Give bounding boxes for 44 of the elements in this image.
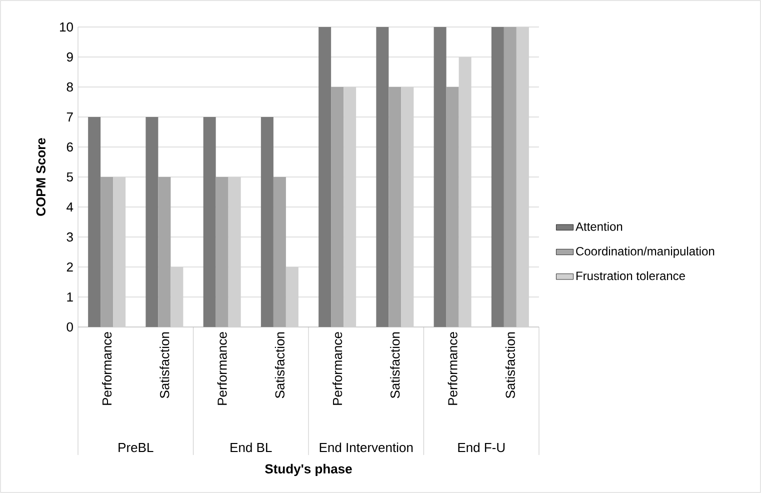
text: End BL (230, 442, 272, 452)
bar (146, 116, 158, 327)
text: End F-U (458, 442, 505, 452)
x-tick-label: Satisfaction (160, 332, 170, 398)
x-tick-label: Performance (448, 332, 458, 405)
y-tick-label: 4 (66, 202, 74, 212)
x-tick-label: Performance (217, 332, 227, 405)
y-tick-label: 3 (66, 232, 73, 242)
y-tick-label: 8 (66, 82, 73, 92)
y-tick-label: 5 (66, 172, 73, 182)
x-tick-label: Satisfaction (390, 332, 400, 398)
bar (516, 27, 529, 327)
y-tick-label: 6 (66, 142, 73, 152)
text: End Intervention (320, 442, 413, 452)
bar (344, 87, 356, 327)
bar (113, 176, 126, 327)
legend-label: Frustration tolerance (576, 271, 685, 280)
y-tick-label: 10 (60, 22, 73, 32)
text: PreBL (118, 443, 154, 452)
bar (491, 27, 504, 327)
bar (88, 116, 101, 327)
legend-label: Coordination/manipulation (576, 246, 714, 258)
bar (318, 27, 332, 327)
y-tick-label: 1 (67, 292, 73, 302)
bar (434, 27, 446, 327)
x-tick-label: Performance (102, 332, 112, 405)
y-axis-title: COPM Score (36, 138, 46, 216)
y-tick-label: 0 (66, 322, 73, 332)
legend-label: Attention (576, 222, 622, 231)
bar (458, 56, 472, 327)
x-axis-title: Study's phase (265, 464, 352, 476)
x-tick-label: Satisfaction (505, 332, 515, 398)
y-tick-label: 2 (66, 262, 73, 272)
bar (286, 266, 298, 327)
bar (401, 87, 414, 327)
bar (228, 176, 241, 327)
bar (260, 116, 274, 327)
x-tick-label: Satisfaction (274, 332, 284, 398)
y-tick-label: 7 (66, 112, 73, 122)
bar (170, 266, 184, 327)
y-tick-label: 9 (66, 52, 73, 62)
bar (376, 27, 389, 327)
x-tick-label: Performance (332, 332, 342, 405)
bar (203, 116, 216, 327)
